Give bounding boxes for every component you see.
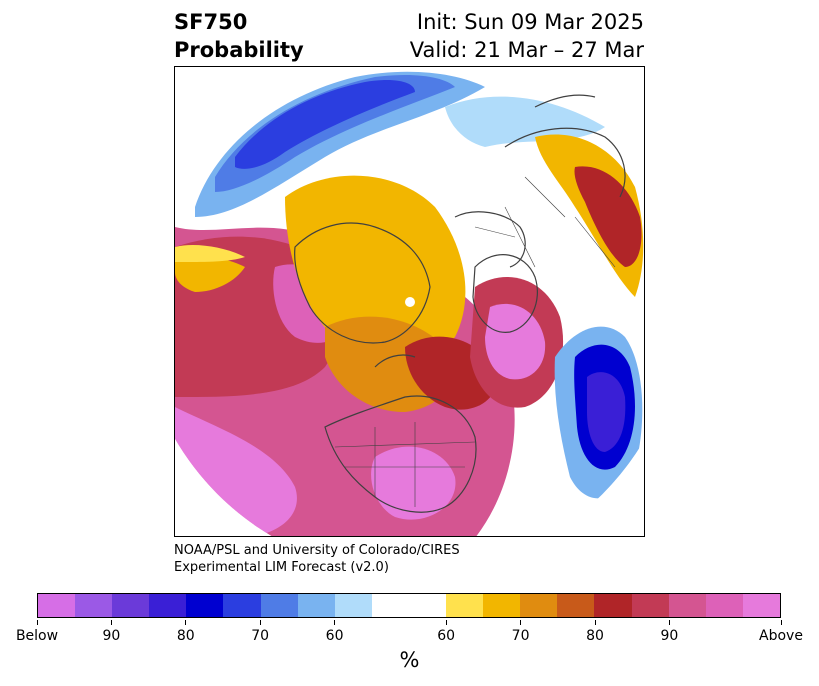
colorbar-segment [446,594,484,617]
colorbar-segment [149,594,187,617]
colorbar-tick-label: 80 [586,628,604,644]
colorbar-segment [334,594,372,617]
field-contour-royal1 [235,80,415,169]
colorbar-segment [594,594,632,617]
colorbar-tickmark [110,620,112,625]
colorbar [37,593,781,618]
colorbar-segment [557,594,595,617]
coastlines [294,94,626,513]
title-left: SF750 Probability [174,8,304,64]
colorbar-segment [75,594,113,617]
title-valid-range: Valid: 21 Mar – 27 Mar [409,38,644,62]
colorbar-tickmark [445,620,447,625]
field-contour-blue1 [215,75,455,192]
field-contour-lightblue2 [445,96,605,147]
field-contour-magenta3 [485,303,546,380]
field-contour-yellow1 [175,245,245,262]
colorbar-tickmark [780,620,782,625]
credit-text: NOAA/PSL and University of Colorado/CIRE… [174,542,460,576]
colorbar-segment [371,594,447,617]
field-contour-red2 [574,166,642,267]
probability-field [175,71,644,536]
colorbar-tick-label: 70 [251,628,270,644]
colorbar-tick-label: 60 [437,628,456,644]
title-variable: SF750 [174,10,248,34]
credit-line-2: Experimental LIM Forecast (v2.0) [174,560,389,575]
colorbar-tick-label: Below [15,628,59,644]
colorbar-tick-label: 70 [511,628,530,644]
colorbar-tickmark [668,620,670,625]
colorbar-tick-label: Above [759,628,803,644]
field-contour-magenta2 [371,446,456,520]
credit-line-1: NOAA/PSL and University of Colorado/CIRE… [174,543,460,558]
forecast-map [174,66,645,537]
colorbar-segment [705,594,743,617]
field-contour-skyblue1 [195,71,485,217]
map-svg [175,67,644,536]
colorbar-segment [668,594,706,617]
colorbar-segment [520,594,558,617]
colorbar-tickmark [185,620,187,625]
colorbar-tickmark [36,620,38,625]
colorbar-segment [483,594,521,617]
north-pole-marker [405,297,415,307]
colorbar-tickmark [259,620,261,625]
colorbar-tickmark [334,620,336,625]
colorbar-tick-label: 80 [176,628,195,644]
colorbar-tickmark [520,620,522,625]
colorbar-tick-label: 90 [102,628,121,644]
colorbar-segment [260,594,298,617]
colorbar-units: % [399,648,420,672]
colorbar-segment [112,594,150,617]
colorbar-segment [186,594,224,617]
colorbar-segment [742,594,780,617]
title-right: Init: Sun 09 Mar 2025 Valid: 21 Mar – 27… [410,8,644,64]
colorbar-segment [631,594,669,617]
field-contour-indigo [587,372,626,452]
colorbar-segment [38,594,76,617]
colorbar-tick-label: 90 [660,628,679,644]
title-init-date: Init: Sun 09 Mar 2025 [416,10,644,34]
title-quantity: Probability [174,38,304,62]
colorbar-tick-label: 60 [325,628,344,644]
political-borders [334,176,616,507]
colorbar-tickmark [594,620,596,625]
colorbar-segment [297,594,335,617]
colorbar-ticks: Below 90 80 70 60 60 70 80 90 Above [0,620,819,644]
colorbar-segment [223,594,261,617]
field-contour-gold3 [175,255,245,292]
